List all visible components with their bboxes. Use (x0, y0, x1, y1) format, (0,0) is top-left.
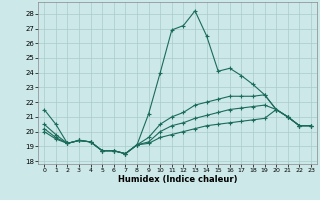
X-axis label: Humidex (Indice chaleur): Humidex (Indice chaleur) (118, 175, 237, 184)
